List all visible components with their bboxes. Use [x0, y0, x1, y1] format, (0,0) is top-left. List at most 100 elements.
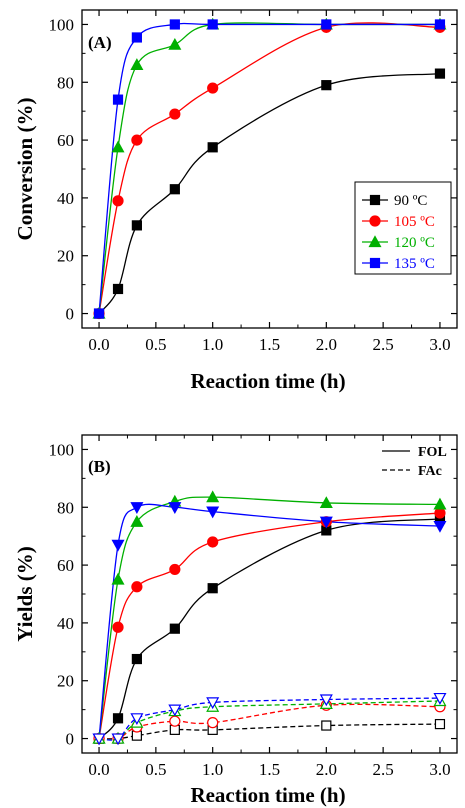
tick-marks — [82, 435, 457, 753]
x-tick-label: 0.0 — [88, 760, 109, 779]
tick-marks — [82, 10, 457, 328]
data-point-105-c-fac — [207, 717, 219, 729]
data-point-105-c — [169, 108, 181, 120]
data-point-105-c-fol — [112, 621, 124, 633]
data-point-90-c — [321, 80, 332, 91]
data-point-90-c-fol — [112, 713, 124, 724]
data-point-120-c — [130, 58, 144, 71]
fit-curve-135-c-fol — [98, 503, 440, 739]
legend-entry: 90 ºC — [394, 193, 427, 209]
data-point-135-c — [131, 32, 142, 43]
legend-entry: 105 ºC — [394, 214, 435, 230]
data-point-120-c-fol — [433, 497, 447, 510]
fit-curve-90-c-fac — [99, 723, 440, 740]
y-tick-label: 100 — [49, 15, 75, 34]
data-markers — [92, 490, 447, 746]
data-point-135-c-fol — [130, 502, 144, 515]
legend: FOL FAc — [382, 445, 447, 479]
data-point-135-c-fac — [92, 733, 106, 746]
y-axis-title: Conversion (%) — [13, 98, 37, 241]
x-tick-label: 0.5 — [145, 760, 166, 779]
x-tick-label: 2.5 — [373, 760, 394, 779]
data-point-135-c-fol — [433, 520, 447, 533]
data-point-90-c-fol — [169, 623, 180, 634]
legend-marker — [369, 215, 381, 227]
legend-entry: FAc — [418, 464, 442, 479]
x-tick-label: 1.0 — [202, 760, 223, 779]
y-tick-label: 0 — [66, 305, 75, 324]
x-tick-label: 2.5 — [373, 335, 394, 354]
fit-curves — [98, 496, 441, 741]
data-point-90-c — [434, 68, 446, 79]
x-tick-label: 1.5 — [259, 335, 280, 354]
legend-marker — [368, 235, 382, 248]
y-tick-label: 40 — [57, 614, 74, 633]
data-point-135-c-fol — [168, 502, 182, 515]
data-point-105-c-fol — [434, 507, 446, 519]
data-point-135-c — [434, 19, 446, 30]
legend-marker — [369, 257, 381, 269]
data-point-90-c — [112, 283, 124, 295]
x-axis-title: Reaction time (h) — [190, 783, 345, 807]
y-tick-label: 60 — [57, 556, 74, 575]
y-tick-label: 20 — [57, 672, 74, 691]
data-point-90-c — [207, 142, 218, 153]
x-tick-label: 1.5 — [259, 760, 280, 779]
data-point-135-c-fol — [111, 539, 125, 552]
data-point-105-c — [112, 195, 124, 207]
data-point-90-c-fol — [207, 583, 218, 594]
data-point-135-c-fac — [111, 733, 125, 746]
x-tick-label: 3.0 — [429, 335, 450, 354]
data-point-90-c-fac — [321, 720, 332, 731]
data-point-90-c-fol — [131, 653, 142, 665]
data-point-135-c — [112, 94, 124, 105]
fit-curve-105-c-fac — [99, 703, 440, 741]
x-tick-label: 0.5 — [145, 335, 166, 354]
x-axis-title: Reaction time (h) — [190, 369, 345, 393]
data-point-105-c-fol — [207, 536, 219, 548]
legend-entry: 120 ºC — [394, 235, 435, 251]
data-point-105-c-fol — [131, 581, 143, 593]
data-point-120-c-fol — [319, 496, 333, 509]
y-tick-label: 20 — [57, 247, 74, 266]
y-tick-label: 100 — [49, 440, 75, 459]
data-point-135-c-fac — [206, 697, 220, 710]
data-point-105-c-fol — [169, 563, 181, 576]
legend-marker — [369, 194, 381, 206]
data-point-135-c-fac — [433, 692, 447, 705]
data-point-135-c — [207, 19, 218, 30]
legend: 90 ºC 105 ºC 120 ºC 135 ºC — [354, 181, 452, 275]
x-tick-label: 0.0 — [88, 335, 109, 354]
data-point-135-c — [93, 308, 105, 319]
data-markers — [92, 17, 447, 320]
plot-frame — [81, 9, 458, 329]
data-point-135-c-fol — [319, 516, 333, 529]
data-point-135-c-fac — [319, 694, 333, 707]
y-tick-label: 0 — [66, 730, 75, 749]
data-point-120-c-fol — [130, 514, 144, 527]
data-point-90-c-fac — [434, 718, 446, 730]
x-tick-label: 1.0 — [202, 335, 223, 354]
panel-label: (A) — [88, 33, 112, 52]
data-point-105-c — [131, 134, 143, 146]
data-point-120-c-fol — [206, 490, 220, 503]
y-tick-label: 40 — [57, 189, 74, 208]
tick-labels: 0.0 0.5 1.0 1.5 2.0 2.5 3.0 0 20 40 60 80 100 — [49, 440, 451, 779]
x-tick-label: 2.0 — [316, 760, 337, 779]
legend-entry: FOL — [418, 445, 447, 460]
panel-b: (B) Reaction time (h) Yields (%) 0.0 0.5 1… — [13, 434, 458, 807]
data-point-135-c — [169, 19, 180, 30]
panel-a: (A) Reaction time (h) Conversion (%) 0.0… — [13, 9, 458, 393]
data-point-120-c-fol — [111, 572, 125, 585]
y-axis-title: Yields (%) — [13, 546, 37, 641]
y-tick-label: 80 — [57, 498, 74, 517]
panel-label: (B) — [88, 457, 111, 476]
x-tick-label: 2.0 — [316, 335, 337, 354]
data-point-135-c-fac — [130, 713, 144, 726]
legend-entry: 135 ºC — [394, 256, 435, 272]
data-point-135-c-fol — [206, 506, 220, 519]
data-point-135-c — [321, 19, 332, 30]
tick-labels: 0.0 0.5 1.0 1.5 2.0 2.5 3.0 0 20 40 60 80 100 — [49, 15, 451, 354]
y-tick-label: 60 — [57, 131, 74, 150]
